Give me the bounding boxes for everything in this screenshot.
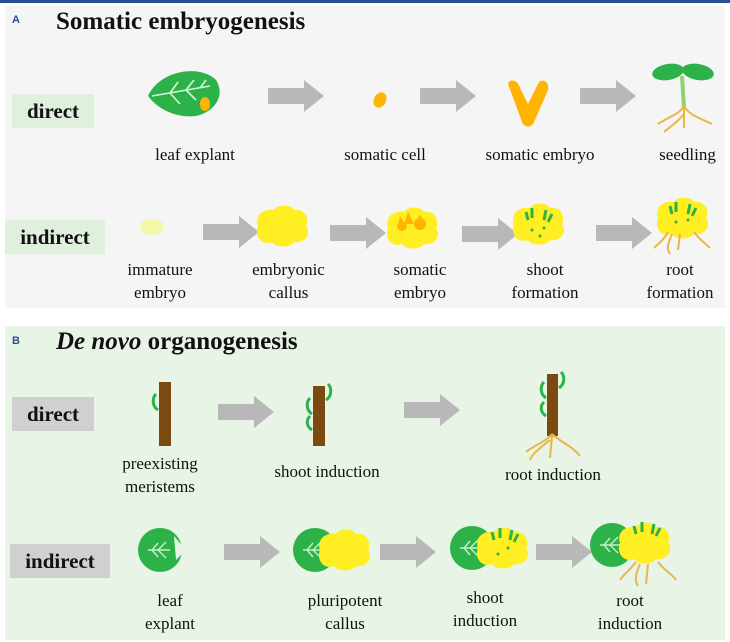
leaf-explant-b-icon: [137, 527, 186, 573]
row-label-indirect-b: indirect: [10, 544, 110, 578]
caption-line: embryo: [394, 283, 446, 302]
row-label-direct-a: direct: [12, 94, 94, 128]
caption-line: preexisting: [122, 454, 198, 473]
caption-pluripotent-callus: pluripotent callus: [280, 589, 410, 635]
caption-line: explant: [144, 614, 196, 633]
embryonic-callus-icon: [256, 205, 309, 247]
somatic-cell-icon: [373, 92, 387, 108]
caption-shoot-formation: shoot formation: [495, 258, 595, 304]
caption-leaf-explant: leaf explant: [155, 145, 235, 164]
caption-line: induction: [597, 614, 663, 633]
top-rule: [0, 0, 730, 3]
caption-line: leaf: [157, 591, 183, 610]
arrow-a2: [420, 80, 476, 112]
panel-b-title-rest: organogenesis: [141, 328, 298, 355]
caption-root-induction: root induction: [505, 465, 601, 484]
caption-shoot-induction: shoot induction: [274, 462, 380, 481]
caption-leaf-explant-b: leaf explant: [120, 589, 220, 635]
caption-line: embryonic: [252, 260, 325, 279]
caption-immature-embryo: immature embryo: [110, 258, 210, 304]
panel-b-title: De novo organogenesis: [56, 328, 298, 356]
pluripotent-callus-icon: [292, 527, 371, 573]
arrow-a3: [580, 80, 636, 112]
caption-line: formation: [511, 283, 579, 302]
caption-root-induction-b: root induction: [580, 589, 680, 635]
seedling-icon: [652, 63, 714, 133]
arrow-b1: [218, 396, 274, 428]
somatic-embryo-callus-icon: [386, 207, 439, 249]
caption-somatic-embryo-indirect: somatic embryo: [370, 258, 470, 304]
caption-line: callus: [325, 614, 365, 633]
caption-line: induction: [452, 611, 518, 630]
panel-a-label: A: [12, 14, 20, 26]
row-label-indirect-a: indirect: [5, 220, 105, 254]
arrow-a6: [462, 218, 518, 250]
caption-line: callus: [268, 283, 309, 302]
caption-line: formation: [646, 283, 714, 302]
arrow-b3: [224, 536, 280, 568]
panel-b-background: [5, 326, 725, 640]
caption-preexisting-meristems: preexisting meristems: [100, 452, 220, 498]
caption-line: root: [666, 260, 694, 279]
caption-somatic-embryo: somatic embryo: [485, 145, 595, 164]
panel-b-title-italic: De novo: [56, 328, 142, 355]
caption-line: root: [616, 591, 644, 610]
arrow-b5: [536, 536, 592, 568]
caption-shoot-induction-b: shoot induction: [435, 586, 535, 632]
caption-somatic-cell: somatic cell: [344, 145, 426, 164]
panel-a-title: Somatic embryogenesis: [56, 8, 306, 35]
caption-line: meristems: [125, 477, 195, 496]
shoot-formation-icon: [512, 203, 565, 245]
arrow-a5: [330, 217, 386, 249]
caption-root-formation: root formation: [630, 258, 730, 304]
caption-line: shoot: [466, 588, 504, 607]
leaf-explant-icon: [148, 71, 220, 117]
panel-b-label: B: [12, 335, 20, 347]
caption-line: immature: [127, 260, 193, 279]
caption-line: shoot: [526, 260, 564, 279]
arrow-b4: [380, 536, 436, 568]
caption-line: pluripotent: [307, 591, 383, 610]
root-formation-icon: [653, 197, 711, 255]
caption-line: somatic: [393, 260, 447, 279]
caption-embryonic-callus: embryonic callus: [236, 258, 341, 304]
root-induction-stem-icon: [525, 370, 581, 461]
caption-line: embryo: [134, 283, 186, 302]
arrow-a4: [203, 216, 259, 248]
caption-seedling: seedling: [659, 145, 716, 164]
shoot-induction-callus-icon: [449, 525, 529, 571]
preexisting-meristem-stem-icon: [151, 382, 171, 446]
somatic-embryo-icon: [508, 80, 549, 127]
arrow-a7: [596, 217, 652, 249]
panel-a-background: [5, 6, 725, 308]
shoot-induction-stem-icon: [305, 382, 333, 446]
row-label-direct-b: direct: [12, 397, 94, 431]
arrow-b2: [404, 394, 460, 426]
arrow-a1: [268, 80, 324, 112]
immature-embryo-icon: [140, 219, 164, 235]
root-induction-callus-icon: [589, 522, 677, 587]
